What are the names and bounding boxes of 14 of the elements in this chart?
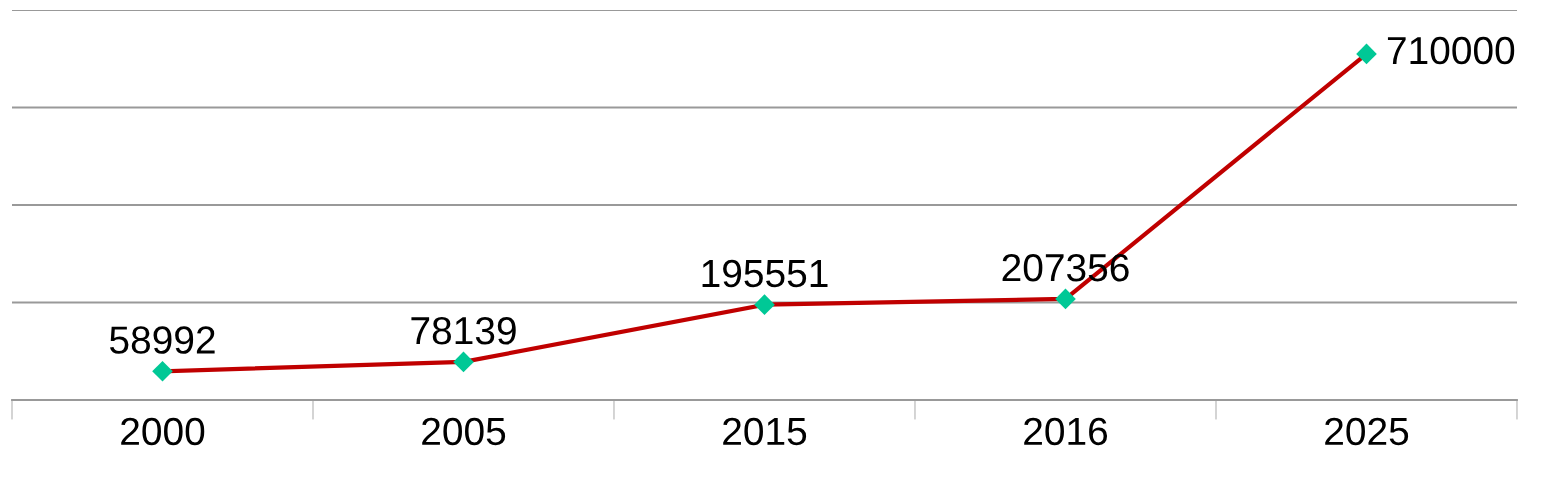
point [453, 351, 474, 373]
point [152, 360, 173, 382]
data-label: 58992 [109, 326, 215, 354]
x-tick-label: 2005 [422, 417, 506, 446]
data-label: 195551 [702, 259, 828, 288]
x-tick-label: 2000 [121, 417, 205, 446]
data-label: 710000 [1387, 36, 1515, 65]
point [754, 294, 775, 315]
x-tick-label: 2016 [1024, 417, 1108, 446]
point [1055, 288, 1076, 310]
point [1356, 43, 1377, 65]
x-tick-label: 2015 [723, 417, 807, 446]
data-label: 78139 [411, 316, 516, 345]
x-tick-label: 2025 [1325, 417, 1409, 446]
